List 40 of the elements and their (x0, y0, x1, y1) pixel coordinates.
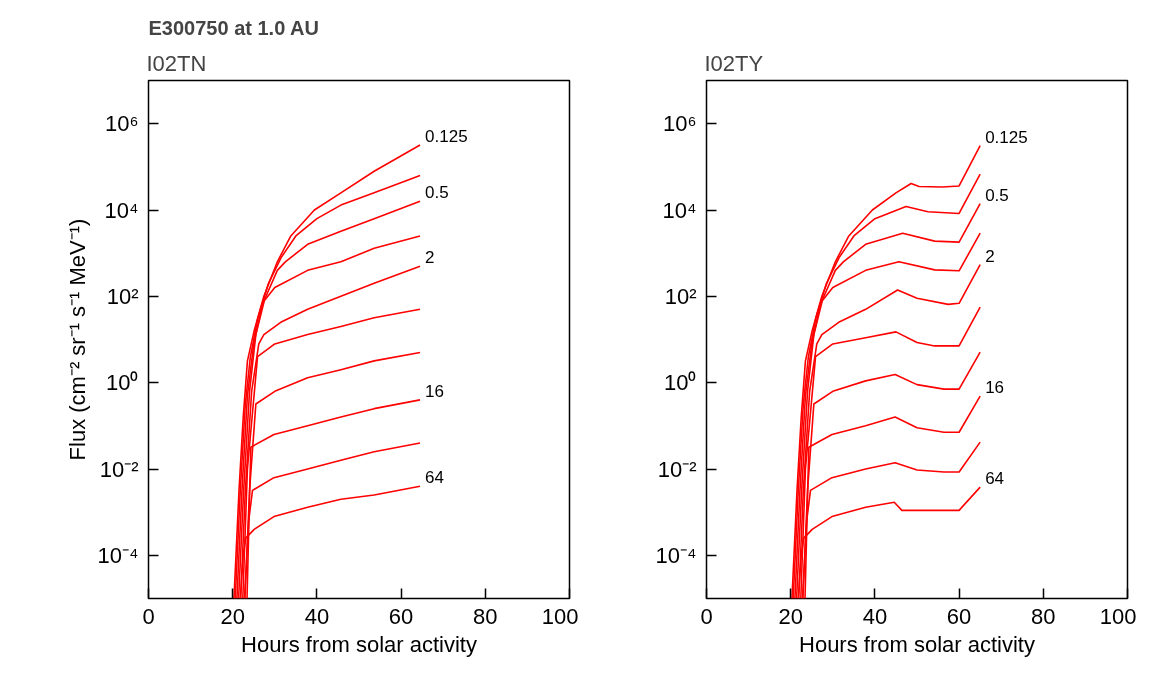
x-tick-label: 40 (304, 603, 330, 629)
y-tick-label: 10⁻² (99, 456, 139, 482)
series-label: 16 (425, 381, 444, 401)
series-label: 0.125 (985, 127, 1028, 147)
y-tick-label: 10⁻² (657, 456, 697, 482)
x-tick-label: 60 (388, 603, 414, 629)
x-tick-label: 0 (700, 603, 713, 629)
y-tick-label: 10² (106, 283, 139, 309)
series-label: 2 (985, 246, 995, 266)
y-tick-label: 10⁴ (104, 197, 139, 223)
series-label: 16 (985, 378, 1005, 398)
y-tick-label: 10⁰ (106, 370, 139, 396)
x-tick-label: 40 (862, 603, 888, 629)
x-tick-label: 100 (1099, 603, 1137, 629)
chart-subtitle: I02TY (704, 50, 764, 76)
y-tick-label: 10² (664, 283, 697, 309)
x-axis-title: Hours from solar activity (241, 631, 477, 657)
x-tick-label: 60 (946, 603, 972, 629)
x-tick-label: 80 (1031, 603, 1056, 629)
series-label: 0.5 (985, 185, 1009, 205)
series-label: 0.5 (425, 183, 449, 203)
x-tick-label: 20 (220, 603, 245, 629)
x-axis-title: Hours from solar activity (799, 631, 1035, 657)
y-tick-label: 10⁰ (664, 370, 697, 396)
series-label: 2 (425, 248, 435, 268)
chart-subtitle: I02TN (146, 50, 207, 76)
series-label: 64 (425, 468, 444, 488)
chart-title: E300750 at 1.0 AU (148, 16, 319, 39)
series-label: 64 (985, 469, 1005, 489)
series-label: 0.125 (425, 127, 468, 147)
y-tick-label: 10⁻⁴ (97, 542, 139, 568)
y-tick-label: 10⁶ (662, 111, 697, 137)
x-tick-label: 20 (778, 603, 803, 629)
x-tick-label: 0 (142, 603, 155, 629)
x-tick-label: 100 (541, 603, 579, 629)
y-tick-label: 10⁴ (662, 197, 697, 223)
y-tick-label: 10⁶ (104, 111, 139, 137)
y-axis-title: Flux (cm⁻² sr⁻¹ s⁻¹ MeV⁻¹) (64, 218, 90, 461)
x-tick-label: 80 (473, 603, 498, 629)
y-tick-label: 10⁻⁴ (655, 542, 697, 568)
